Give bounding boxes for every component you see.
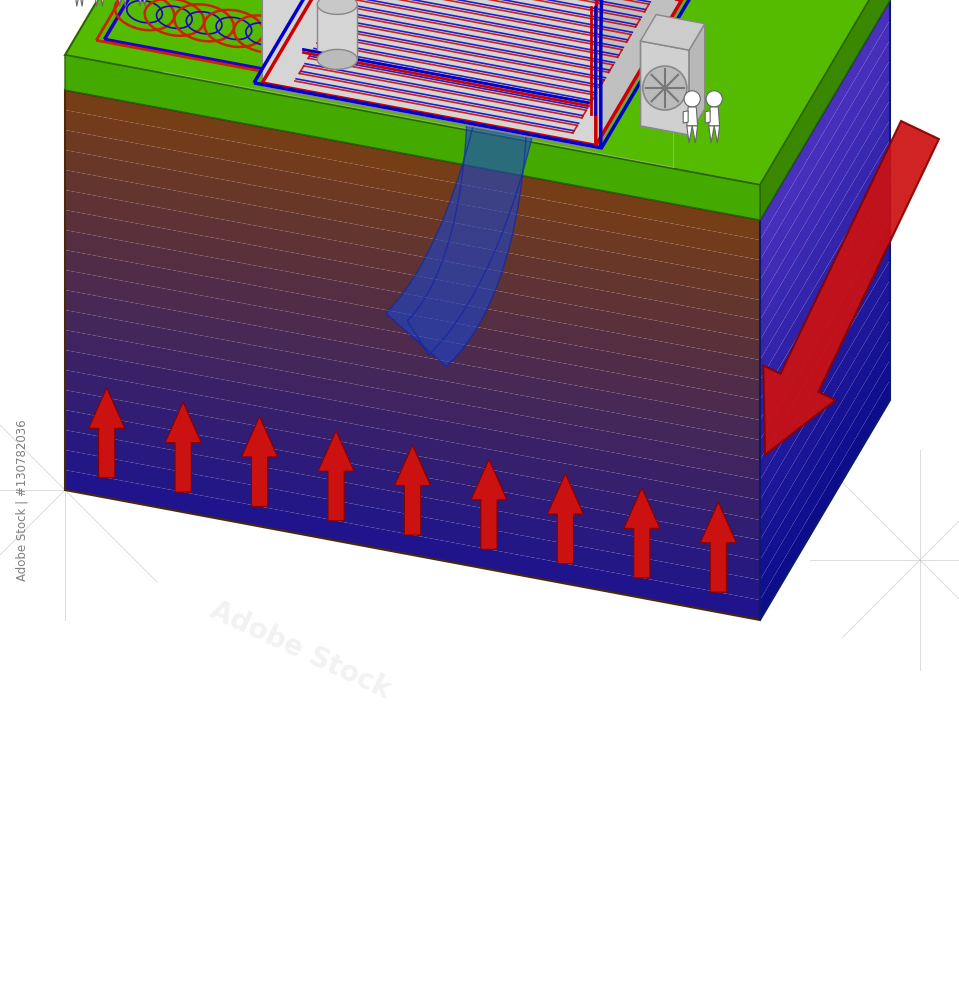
- Polygon shape: [760, 360, 890, 600]
- Ellipse shape: [317, 49, 358, 69]
- Polygon shape: [318, 431, 354, 521]
- Polygon shape: [714, 126, 719, 143]
- Polygon shape: [760, 60, 890, 300]
- Polygon shape: [760, 20, 890, 260]
- Polygon shape: [317, 4, 358, 59]
- Polygon shape: [65, 110, 760, 260]
- Polygon shape: [100, 0, 105, 6]
- Polygon shape: [690, 24, 705, 135]
- Polygon shape: [760, 100, 890, 340]
- Polygon shape: [760, 280, 890, 520]
- Polygon shape: [65, 270, 760, 420]
- Polygon shape: [262, 0, 348, 87]
- Polygon shape: [760, 180, 890, 420]
- Polygon shape: [80, 0, 84, 6]
- Polygon shape: [760, 200, 890, 440]
- Polygon shape: [65, 450, 760, 600]
- Polygon shape: [65, 210, 760, 360]
- Polygon shape: [65, 230, 760, 380]
- Polygon shape: [65, 250, 760, 400]
- Polygon shape: [687, 107, 697, 126]
- Polygon shape: [65, 190, 760, 340]
- Polygon shape: [760, 0, 890, 220]
- Text: Adobe Stock | #130782036: Adobe Stock | #130782036: [15, 419, 29, 581]
- Polygon shape: [760, 380, 890, 620]
- Polygon shape: [75, 0, 80, 6]
- Polygon shape: [118, 0, 123, 6]
- Polygon shape: [471, 459, 507, 549]
- Polygon shape: [65, 470, 760, 620]
- Polygon shape: [65, 390, 760, 540]
- Polygon shape: [65, 130, 760, 280]
- Polygon shape: [760, 320, 890, 560]
- Polygon shape: [242, 416, 277, 506]
- Polygon shape: [65, 55, 760, 220]
- Polygon shape: [760, 240, 890, 480]
- Circle shape: [706, 91, 722, 107]
- Text: Adobe Stock: Adobe Stock: [377, 381, 622, 519]
- Polygon shape: [65, 370, 760, 520]
- Polygon shape: [760, 220, 890, 460]
- Circle shape: [643, 66, 687, 110]
- Polygon shape: [394, 445, 431, 535]
- Polygon shape: [548, 474, 583, 564]
- Polygon shape: [624, 488, 660, 578]
- Polygon shape: [760, 120, 890, 360]
- Text: Adobe Stock: Adobe Stock: [205, 596, 395, 704]
- Polygon shape: [65, 350, 760, 500]
- Polygon shape: [692, 126, 697, 143]
- Polygon shape: [65, 330, 760, 480]
- Polygon shape: [65, 170, 760, 320]
- Polygon shape: [262, 0, 596, 149]
- Polygon shape: [687, 126, 692, 143]
- Polygon shape: [65, 150, 760, 300]
- Polygon shape: [683, 111, 689, 123]
- Polygon shape: [165, 402, 201, 492]
- Polygon shape: [138, 0, 143, 6]
- Polygon shape: [760, 300, 890, 540]
- Polygon shape: [709, 126, 714, 143]
- Polygon shape: [760, 40, 890, 280]
- Polygon shape: [123, 0, 128, 6]
- Polygon shape: [760, 140, 890, 380]
- Polygon shape: [65, 0, 890, 185]
- Polygon shape: [88, 388, 125, 478]
- Polygon shape: [94, 0, 100, 6]
- Polygon shape: [143, 0, 147, 6]
- Polygon shape: [700, 502, 737, 592]
- Polygon shape: [760, 160, 890, 400]
- Polygon shape: [760, 260, 890, 500]
- Polygon shape: [596, 0, 682, 149]
- Polygon shape: [641, 41, 690, 135]
- Polygon shape: [386, 0, 556, 366]
- Polygon shape: [760, 340, 890, 580]
- Polygon shape: [709, 107, 719, 126]
- Polygon shape: [760, 80, 890, 320]
- Circle shape: [684, 91, 700, 107]
- Polygon shape: [705, 111, 711, 123]
- Polygon shape: [65, 410, 760, 560]
- Polygon shape: [65, 310, 760, 460]
- Ellipse shape: [317, 0, 358, 14]
- Polygon shape: [760, 0, 890, 240]
- Polygon shape: [641, 15, 705, 50]
- Polygon shape: [763, 121, 939, 455]
- Polygon shape: [65, 90, 760, 240]
- Polygon shape: [65, 290, 760, 440]
- Polygon shape: [65, 430, 760, 580]
